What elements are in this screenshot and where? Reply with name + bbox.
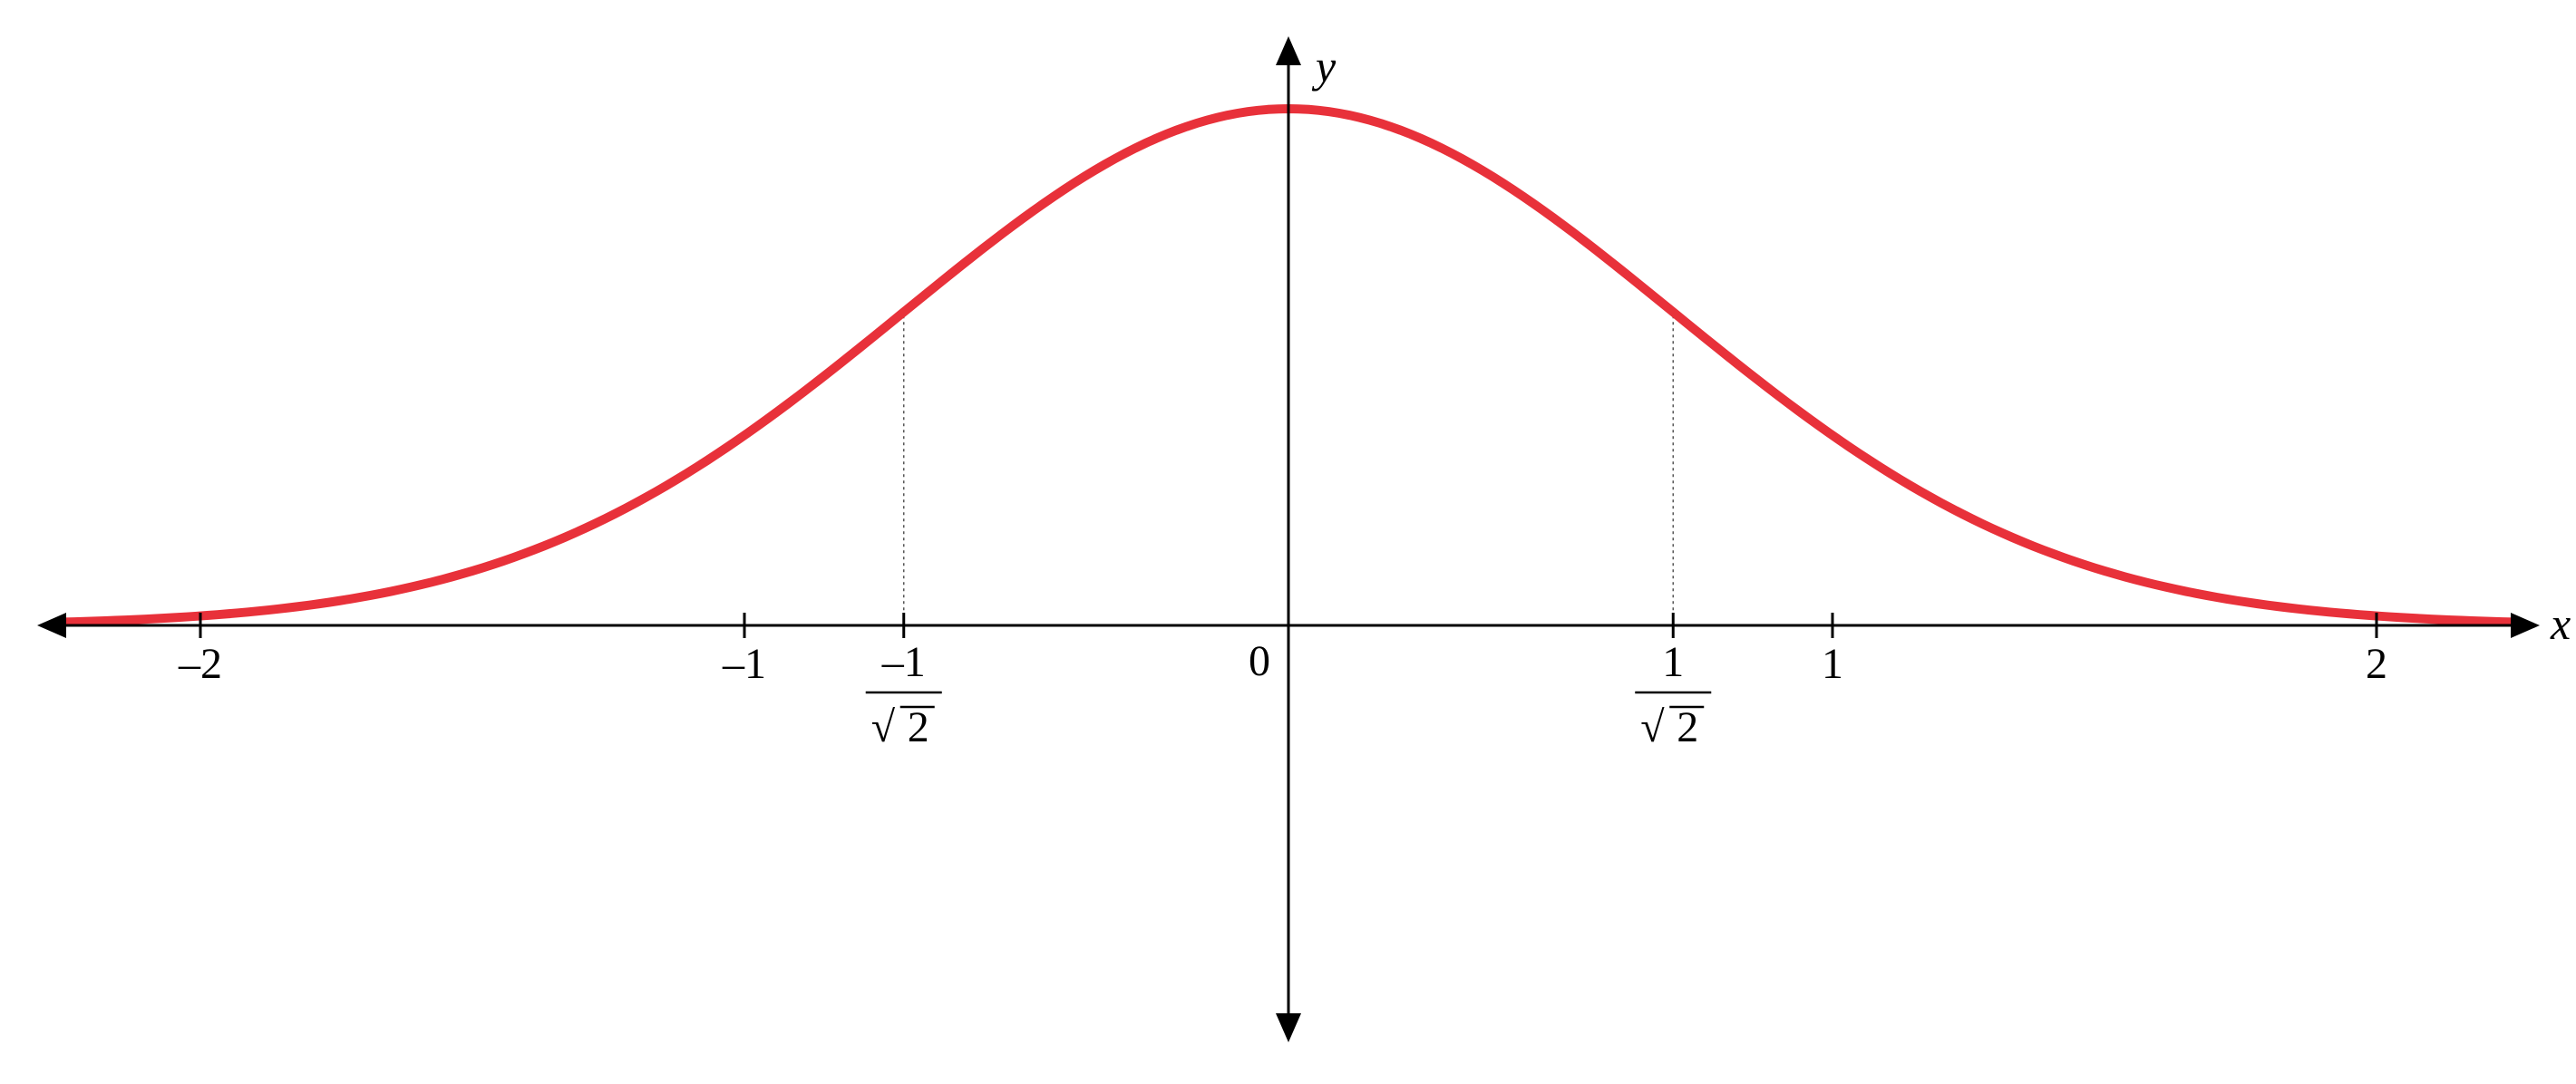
bell-curve-chart: yx0–2–112–1√21√2: [0, 0, 2576, 1084]
x-tick-label: –2: [178, 640, 222, 688]
x-tick-label: 2: [2366, 640, 2387, 688]
svg-text:2: 2: [908, 703, 929, 751]
svg-text:–1: –1: [881, 638, 926, 686]
x-axis-label: x: [2550, 598, 2571, 649]
svg-text:√: √: [871, 703, 896, 751]
y-axis-label: y: [1311, 41, 1337, 92]
chart-svg: yx0–2–112–1√21√2: [0, 0, 2576, 1084]
x-tick-label: 1: [1822, 640, 1843, 688]
svg-text:1: 1: [1662, 638, 1684, 686]
origin-label: 0: [1249, 637, 1270, 685]
svg-text:2: 2: [1677, 703, 1698, 751]
x-tick-label: –1: [722, 640, 766, 688]
svg-text:√: √: [1640, 703, 1665, 751]
